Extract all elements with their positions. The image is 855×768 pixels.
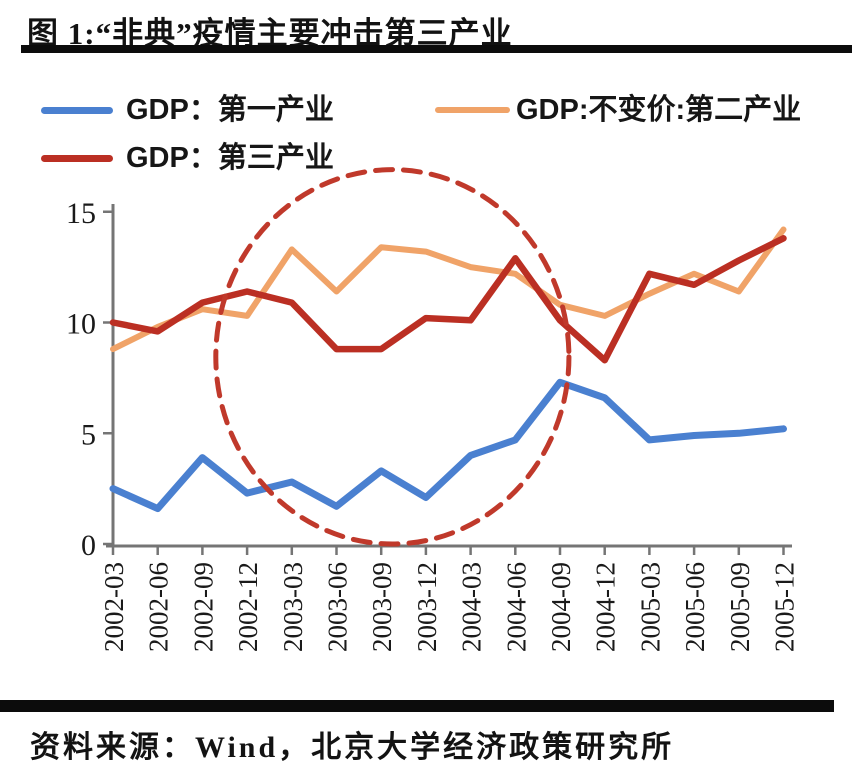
x-axis-tick-label: 2005-06 [680, 562, 710, 652]
x-axis-tick-label: 2005-09 [725, 562, 755, 652]
legend-item-tertiary-industry: GDP：第三产业 [41, 140, 334, 176]
x-axis-tick-label: 2004-06 [501, 562, 531, 652]
y-axis-tick-label: 0 [81, 529, 96, 562]
series-line-primary-industry [109, 378, 787, 513]
x-axis-tick-label: 2004-03 [457, 562, 487, 652]
legend-item-primary-industry: GDP：第一产业 [41, 92, 334, 128]
x-axis-tick-label: 2002-03 [99, 562, 129, 652]
x-axis-tick-label: 2003-06 [323, 562, 353, 652]
y-axis-tick-label: 5 [81, 418, 96, 451]
legend-label-primary-industry: GDP：第一产业 [126, 94, 334, 126]
x-axis-tick-label: 2003-09 [367, 562, 397, 652]
y-axis-tick-label: 10 [66, 308, 96, 341]
legend-label-secondary-industry: GDP:不变价:第二产业 [516, 94, 802, 126]
source-note: 资料来源：Wind，北京大学经济政策研究所 [30, 731, 675, 764]
x-axis-tick-label: 2002-12 [233, 562, 263, 652]
x-axis-tick-label: 2002-09 [188, 562, 218, 652]
x-axis-tick-label: 2005-12 [770, 562, 800, 652]
legend-swatch-primary-industry [41, 106, 113, 114]
x-axis-tick-label: 2003-03 [278, 562, 308, 652]
annotation-dashed-ellipse [213, 167, 572, 547]
y-axis-tick-label: 15 [66, 197, 96, 230]
title-divider [21, 45, 852, 53]
series-line-secondary-industry [110, 226, 787, 353]
x-axis-tick-label: 2005-03 [635, 562, 665, 652]
bottom-divider [0, 700, 834, 712]
legend-swatch-tertiary-industry [41, 154, 113, 162]
x-axis-tick-label: 2004-09 [546, 562, 576, 652]
x-axis-tick-label: 2002-06 [144, 562, 174, 652]
x-axis-tick-label: 2003-12 [412, 562, 442, 652]
x-axis-tick-label: 2004-12 [591, 562, 621, 652]
legend-swatch-secondary-industry [435, 107, 510, 113]
legend-label-tertiary-industry: GDP：第三产业 [126, 142, 334, 174]
legend-item-secondary-industry: GDP:不变价:第二产业 [435, 92, 801, 128]
